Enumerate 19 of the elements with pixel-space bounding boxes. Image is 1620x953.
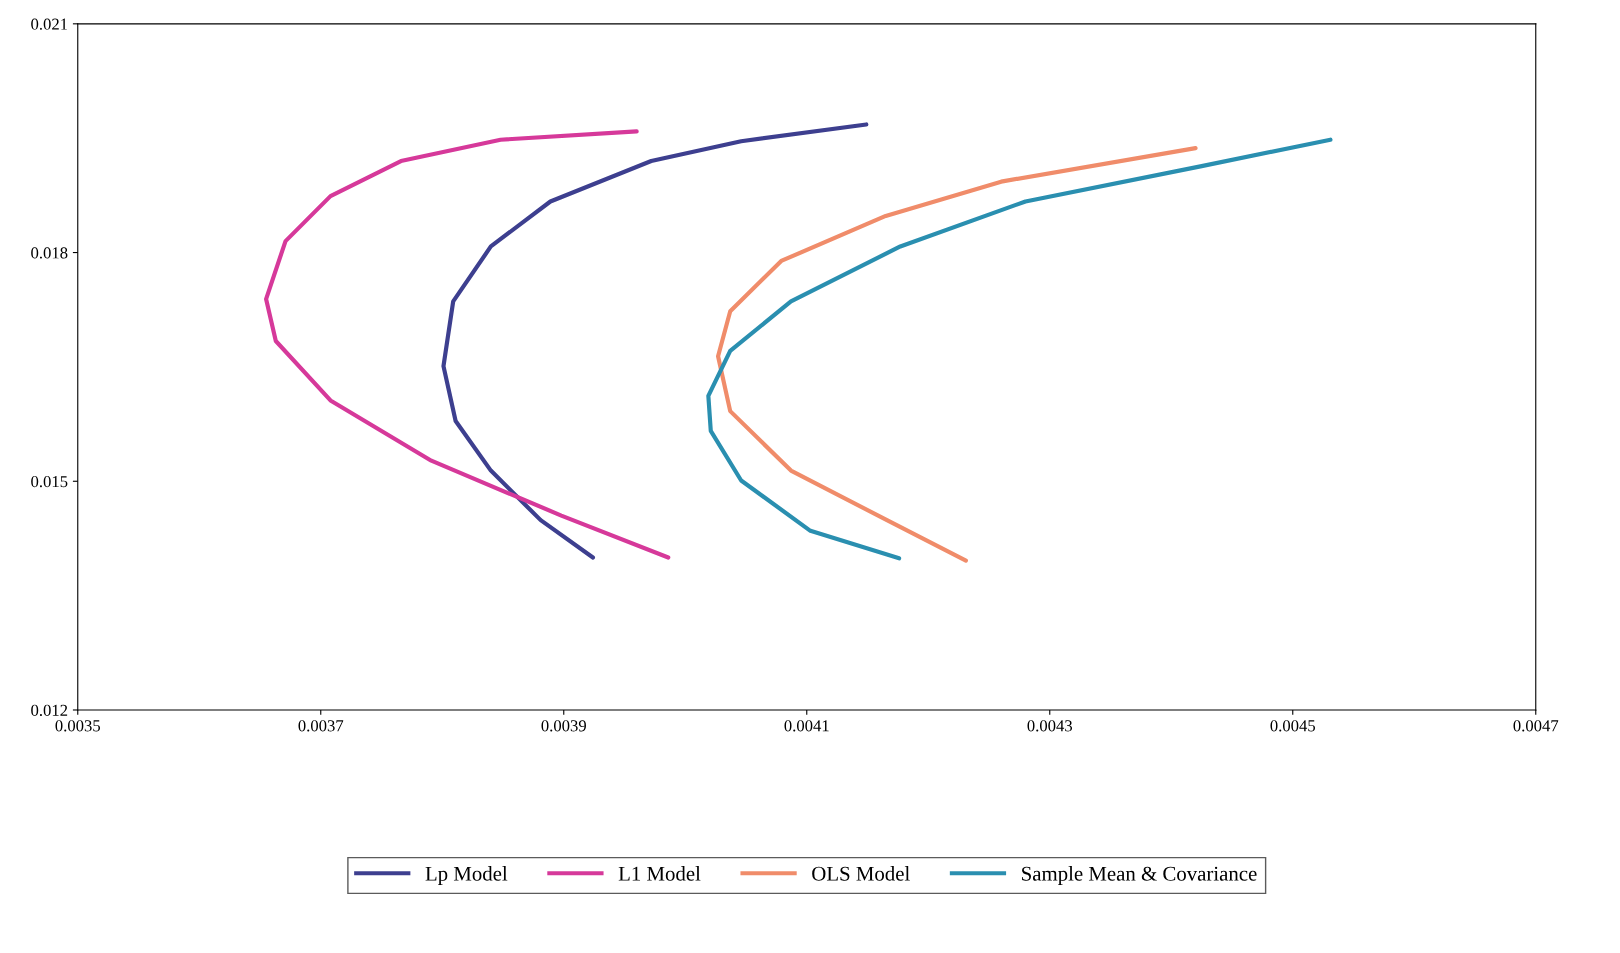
y-tick-label: 0.021 [31, 18, 68, 30]
y-tick-label: 0.015 [31, 475, 68, 488]
legend-label: OLS Model [812, 866, 910, 881]
x-tick-label: 0.0039 [541, 720, 586, 732]
x-tick-label: 0.0037 [298, 720, 344, 732]
line-series [706, 137, 1333, 561]
x-tick-label: 0.0043 [1027, 720, 1073, 732]
x-tick-label: 0.0047 [1513, 720, 1559, 732]
y-tick-label: 0.018 [31, 247, 68, 259]
x-tick-label: 0.0041 [784, 720, 829, 732]
x-tick-label: 0.0035 [55, 720, 101, 732]
x-tick-label: 0.0045 [1270, 720, 1316, 732]
legend-label: Sample Mean & Covariance [1022, 866, 1257, 885]
line-series [441, 122, 869, 560]
line-series [715, 146, 1198, 563]
y-tick-label: 0.012 [31, 704, 68, 716]
legend-label: L1 Model [618, 866, 701, 881]
line-series [263, 129, 671, 560]
legend-label: Lp Model [425, 866, 508, 885]
